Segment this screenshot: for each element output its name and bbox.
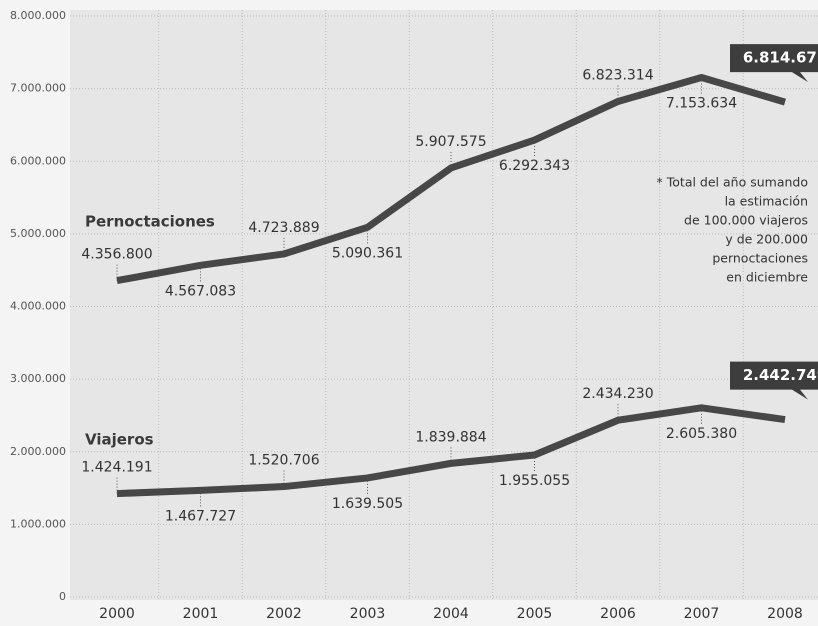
y-tick-label: 2.000.000: [10, 445, 66, 458]
value-label: 6.292.343: [499, 158, 570, 174]
value-label: 1.639.505: [332, 496, 403, 512]
value-label: 6.823.314: [582, 67, 653, 83]
annotation: * Total del año sumando: [657, 175, 808, 190]
x-tick-label: 2001: [183, 606, 219, 622]
annotation: la estimación: [725, 194, 808, 209]
y-tick-label: 6.000.000: [10, 154, 66, 167]
y-tick-label: 5.000.000: [10, 227, 66, 240]
value-label: 4.723.889: [248, 220, 319, 236]
value-label: 4.567.083: [165, 283, 236, 299]
y-tick-label: 7.000.000: [10, 82, 66, 95]
series-name: Pernoctaciones: [85, 213, 215, 231]
y-tick-label: 1.000.000: [10, 517, 66, 530]
value-label: 7.153.634: [666, 95, 737, 111]
value-label: 5.090.361: [332, 245, 403, 261]
value-label: 2.442.749*: [743, 366, 818, 384]
y-tick-label: 0: [59, 590, 66, 603]
x-tick-label: 2002: [266, 606, 302, 622]
chart: 0 1.000.000 2.000.000 3.000.000 4.000.000 5.0…: [0, 0, 818, 626]
annotation: pernoctaciones: [712, 251, 808, 266]
annotation: de 100.000 viajeros: [684, 213, 808, 228]
x-tick-label: 2007: [684, 606, 720, 622]
value-label: 4.356.800: [81, 247, 152, 263]
y-tick-label: 3.000.000: [10, 372, 66, 385]
annotation: en diciembre: [726, 270, 808, 285]
value-label: 1.520.706: [248, 453, 319, 469]
annotation: y de 200.000: [725, 232, 808, 247]
value-label: 1.955.055: [499, 473, 570, 489]
value-label: 5.907.575: [415, 134, 486, 150]
x-tick-label: 2008: [767, 606, 803, 622]
series-name: Viajeros: [85, 431, 154, 449]
x-tick-label: 2005: [517, 606, 553, 622]
y-tick-label: 4.000.000: [10, 300, 66, 313]
x-tick-label: 2003: [350, 606, 386, 622]
x-tick-label: 2006: [600, 606, 636, 622]
value-label: 2.434.230: [582, 386, 653, 402]
y-tick-label: 8.000.000: [10, 9, 66, 22]
value-label: 1.424.191: [81, 460, 152, 476]
value-label: 1.467.727: [165, 508, 236, 524]
value-label: 1.839.884: [415, 429, 486, 445]
x-tick-label: 2000: [99, 606, 135, 622]
value-label: 6.814.672*: [743, 49, 818, 67]
value-label: 2.605.380: [666, 426, 737, 442]
x-tick-label: 2004: [433, 606, 469, 622]
